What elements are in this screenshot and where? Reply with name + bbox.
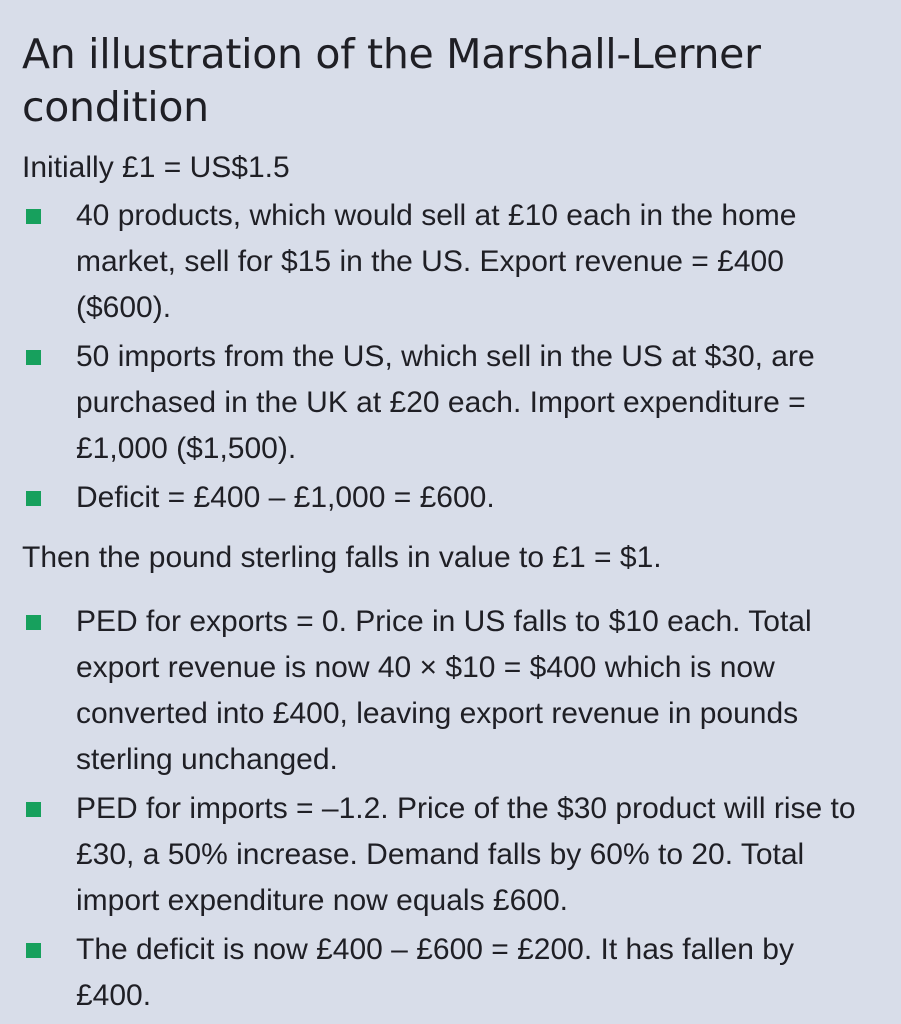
depreciation-label: Then the pound sterling falls in value t… <box>22 541 662 574</box>
then-bullet-list: PED for exports = 0. Price in US falls t… <box>22 599 871 1019</box>
square-bullet-icon <box>26 209 41 224</box>
list-item: The deficit is now £400 – £600 = £200. I… <box>22 927 871 1019</box>
list-item: Deficit = £400 – £1,000 = £600. <box>22 475 871 521</box>
square-bullet-icon <box>26 350 41 365</box>
list-item: PED for exports = 0. Price in US falls t… <box>22 599 871 783</box>
list-item: 40 products, which would sell at £10 eac… <box>22 193 871 331</box>
list-item: PED for imports = –1.2. Price of the $30… <box>22 786 871 924</box>
list-item-text: PED for exports = 0. Price in US falls t… <box>76 605 812 776</box>
box-title: An illustration of the Marshall-Lerner c… <box>22 30 761 131</box>
initial-rate-label: Initially £1 = US$1.5 <box>22 151 290 184</box>
initial-bullet-list: 40 products, which would sell at £10 eac… <box>22 193 871 521</box>
list-item-text: Deficit = £400 – £1,000 = £600. <box>76 481 495 514</box>
square-bullet-icon <box>26 615 41 630</box>
list-item-text: PED for imports = –1.2. Price of the $30… <box>76 792 856 917</box>
list-item: 50 imports from the US, which sell in th… <box>22 334 871 472</box>
list-item-text: The deficit is now £400 – £600 = £200. I… <box>76 933 794 1012</box>
list-item-text: 50 imports from the US, which sell in th… <box>76 340 815 465</box>
square-bullet-icon <box>26 943 41 958</box>
list-item-text: 40 products, which would sell at £10 eac… <box>76 199 797 324</box>
square-bullet-icon <box>26 491 41 506</box>
square-bullet-icon <box>26 802 41 817</box>
